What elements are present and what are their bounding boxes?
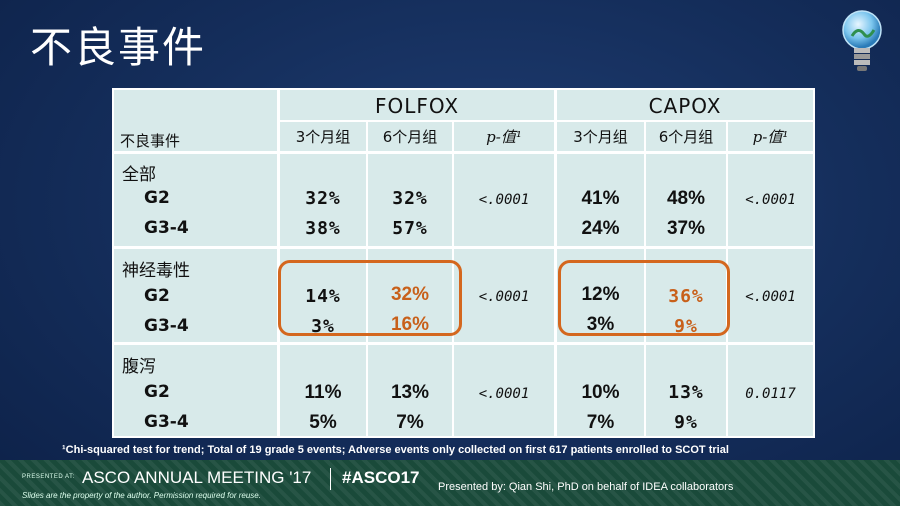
table-cell: 5% bbox=[309, 412, 337, 433]
table-cell: 57% bbox=[392, 218, 428, 239]
highlight-oval-folfox bbox=[278, 260, 462, 336]
highlight-oval-capox bbox=[558, 260, 730, 336]
col-header-capox-p: p-值¹ bbox=[752, 128, 789, 146]
table-cell: 7% bbox=[396, 412, 424, 433]
lightbulb-icon bbox=[842, 10, 882, 71]
table-cell: 48% bbox=[666, 188, 706, 209]
footer-bar: PRESENTED AT: ASCO ANNUAL MEETING '17 #A… bbox=[0, 460, 900, 506]
table-cell: 38% bbox=[305, 218, 341, 239]
row-label: G3-4 bbox=[144, 218, 189, 238]
table-cell: 37% bbox=[666, 218, 706, 239]
table-cell: 14% bbox=[305, 286, 341, 307]
table-cell: 32% bbox=[305, 188, 341, 209]
category-all: 全部 bbox=[122, 165, 156, 185]
category-neurotoxicity: 神经毒性 bbox=[122, 261, 190, 281]
col-header-folfox-6m: 6个月组 bbox=[382, 128, 438, 146]
table-cell: 11% bbox=[304, 382, 342, 403]
group-header-folfox: FOLFOX bbox=[374, 94, 460, 118]
table-cell-pvalue: 0.0117 bbox=[745, 386, 796, 402]
table-cell-pvalue: <.0001 bbox=[745, 192, 796, 208]
table-cell-pvalue: <.0001 bbox=[478, 192, 530, 208]
table-cell-pvalue: <.0001 bbox=[478, 289, 530, 305]
meeting-name: ASCO ANNUAL MEETING '17 bbox=[82, 468, 312, 487]
footnote: ¹Chi-squared test for trend; Total of 19… bbox=[62, 444, 729, 456]
col-header-folfox-3m: 3个月组 bbox=[295, 128, 351, 146]
table-cell: 12% bbox=[581, 284, 620, 305]
row-label: G2 bbox=[144, 286, 170, 306]
table-cell: 3% bbox=[311, 316, 335, 337]
presenter-credit: Presented by: Qian Shi, PhD on behalf of… bbox=[438, 481, 734, 493]
col-header-capox-3m: 3个月组 bbox=[573, 128, 628, 146]
table-cell: 13% bbox=[390, 382, 430, 403]
table-cell: 7% bbox=[586, 412, 615, 433]
adverse-events-table: FOLFOX CAPOX 不良事件 3个月组 6个月组 p-值¹ 3个月组 6个… bbox=[112, 88, 815, 438]
table-cell: 10% bbox=[581, 382, 620, 403]
table-cell: 41% bbox=[581, 188, 620, 209]
table-cell-pvalue: <.0001 bbox=[745, 289, 796, 305]
row-label: G2 bbox=[144, 188, 170, 208]
row-label: G2 bbox=[144, 382, 170, 402]
table-cell-highlight: 32% bbox=[390, 284, 430, 305]
table-cell-highlight: 16% bbox=[390, 314, 430, 335]
row-label: G3-4 bbox=[144, 412, 189, 432]
table-cell-highlight: 36% bbox=[668, 286, 704, 307]
row-label: G3-4 bbox=[144, 316, 189, 336]
meeting-hashtag: #ASCO17 bbox=[342, 468, 420, 487]
group-header-capox: CAPOX bbox=[648, 94, 722, 118]
slides-disclaimer: Slides are the property of the author. P… bbox=[22, 491, 261, 500]
col-header-capox-6m: 6个月组 bbox=[658, 128, 714, 146]
table-cell-highlight: 9% bbox=[674, 316, 698, 337]
table-cell: 24% bbox=[581, 218, 620, 239]
category-diarrhea: 腹泻 bbox=[122, 357, 156, 377]
table-cell: 9% bbox=[674, 412, 698, 433]
table-cell: 32% bbox=[392, 188, 428, 209]
footer-divider bbox=[330, 468, 331, 490]
slide-title: 不良事件 bbox=[30, 23, 207, 72]
row-header-label: 不良事件 bbox=[120, 132, 181, 150]
col-header-folfox-p: p-值¹ bbox=[486, 128, 522, 146]
presented-at-label: PRESENTED AT: bbox=[22, 474, 75, 480]
table-cell: 3% bbox=[586, 314, 615, 335]
table-cell-pvalue: <.0001 bbox=[478, 386, 530, 402]
table-cell: 13% bbox=[668, 382, 704, 403]
